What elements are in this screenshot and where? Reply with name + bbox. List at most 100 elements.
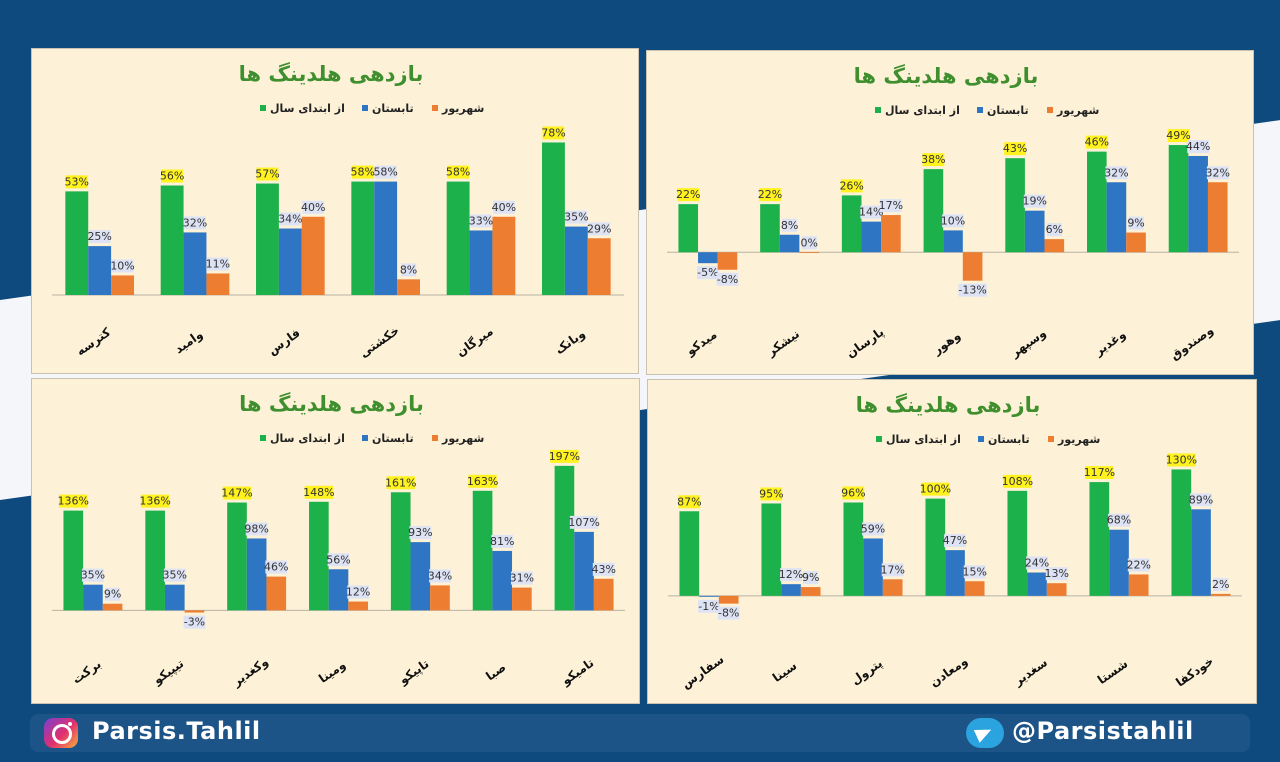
bar xyxy=(678,204,699,253)
category-label: وغدیر xyxy=(1091,327,1129,360)
legend-swatch xyxy=(432,105,438,111)
data-label-bg xyxy=(1046,223,1062,237)
category-label: میرگان xyxy=(454,324,496,359)
data-label-bg xyxy=(468,474,497,488)
legend-label: تابستان xyxy=(372,432,414,445)
legend-label: تابستان xyxy=(372,102,414,115)
legend-label: شهریور xyxy=(1056,104,1099,117)
data-label-bg xyxy=(963,565,986,579)
legend-label: از ابتدای سال xyxy=(270,102,345,115)
bar xyxy=(111,275,134,295)
data-label: 44% xyxy=(1186,140,1210,153)
bar xyxy=(881,215,901,253)
bar xyxy=(779,234,800,253)
data-label: 58% xyxy=(446,166,470,179)
data-label-bg xyxy=(351,165,374,179)
data-label-bg xyxy=(678,495,701,509)
category-label: وصندوق xyxy=(1168,323,1217,363)
legend-item: از ابتدای سال xyxy=(876,433,961,446)
data-label-bg xyxy=(677,188,700,202)
data-label-bg xyxy=(942,214,964,228)
data-label: 24% xyxy=(1025,557,1049,570)
data-label-bg xyxy=(327,553,350,567)
data-label-bg xyxy=(1108,513,1130,527)
category-label: ومینا xyxy=(316,658,349,687)
data-label-bg xyxy=(1023,194,1046,208)
bar xyxy=(328,569,349,611)
legend-item: از ابتدای سال xyxy=(260,432,345,445)
legend-label: تابستان xyxy=(988,433,1030,446)
data-label: 56% xyxy=(160,169,184,182)
data-label-bg xyxy=(104,587,121,601)
data-label-bg xyxy=(510,571,533,585)
data-label-bg xyxy=(245,522,268,536)
category-label: فارس xyxy=(265,326,302,358)
legend-item: تابستان xyxy=(362,102,414,115)
instagram-handle[interactable]: Parsis.Tahlil xyxy=(92,717,261,745)
bar xyxy=(1128,574,1149,596)
data-label: 47% xyxy=(943,534,967,547)
data-label: 9% xyxy=(104,588,121,601)
data-label: 49% xyxy=(1166,129,1190,142)
data-label: 17% xyxy=(880,563,904,576)
data-label-bg xyxy=(183,615,206,629)
legend-swatch xyxy=(432,435,438,441)
legend-item: شهریور xyxy=(432,102,484,115)
legend-swatch xyxy=(876,436,882,442)
data-label: 89% xyxy=(1189,493,1213,506)
data-label: 35% xyxy=(81,569,105,582)
legend-swatch xyxy=(362,435,368,441)
bar xyxy=(430,585,450,611)
telegram-icon[interactable] xyxy=(966,718,1004,748)
telegram-handle[interactable]: @Parsistahlil xyxy=(1012,717,1194,745)
data-label-bg xyxy=(161,169,184,183)
instagram-icon[interactable] xyxy=(44,718,78,748)
data-label: 34% xyxy=(278,213,302,226)
data-label: 96% xyxy=(841,487,865,500)
data-label-bg xyxy=(59,494,88,508)
data-label: 43% xyxy=(591,563,615,576)
data-label: -3% xyxy=(184,616,205,629)
data-label-bg xyxy=(184,216,206,230)
bar xyxy=(145,510,165,611)
data-label-bg xyxy=(801,236,817,250)
data-label-bg xyxy=(111,259,134,273)
data-label: 130% xyxy=(1166,453,1197,466)
data-label-bg xyxy=(921,482,950,496)
legend-item: شهریور xyxy=(432,432,484,445)
data-label-bg xyxy=(429,569,451,583)
category-label: وبانک xyxy=(552,326,588,357)
data-label: 78% xyxy=(541,126,565,139)
data-label: 32% xyxy=(183,216,207,229)
legend-item: تابستان xyxy=(978,433,1030,446)
data-label-bg xyxy=(140,494,170,508)
data-label: 68% xyxy=(1107,514,1131,527)
data-label: 29% xyxy=(587,222,611,235)
data-label-bg xyxy=(409,526,432,540)
data-label: 31% xyxy=(510,572,534,585)
bar xyxy=(1046,583,1067,596)
legend-label: از ابتدای سال xyxy=(886,433,961,446)
data-label: 9% xyxy=(802,571,819,584)
data-label-bg xyxy=(698,599,720,613)
chart-svg: بازدهی هلدینگ ها از ابتدای سال تابستان شهری… xyxy=(668,392,1242,691)
legend-swatch xyxy=(1047,107,1053,113)
data-label-bg xyxy=(65,175,88,189)
bar xyxy=(861,221,882,253)
bar xyxy=(1191,509,1211,596)
data-label-bg xyxy=(347,585,370,599)
data-label-bg xyxy=(780,568,802,582)
data-label: 59% xyxy=(861,522,885,535)
bar xyxy=(492,550,513,611)
category-label: شستا xyxy=(1095,656,1130,687)
bar xyxy=(160,185,184,295)
category-label: میدکو xyxy=(683,327,720,359)
data-label: 11% xyxy=(206,257,230,270)
bar xyxy=(397,279,420,295)
data-label: 56% xyxy=(326,553,350,566)
data-label: 98% xyxy=(244,522,268,535)
bar xyxy=(83,584,103,611)
data-label: 136% xyxy=(58,495,89,508)
data-label: 136% xyxy=(139,495,170,508)
data-label: 35% xyxy=(564,211,588,224)
